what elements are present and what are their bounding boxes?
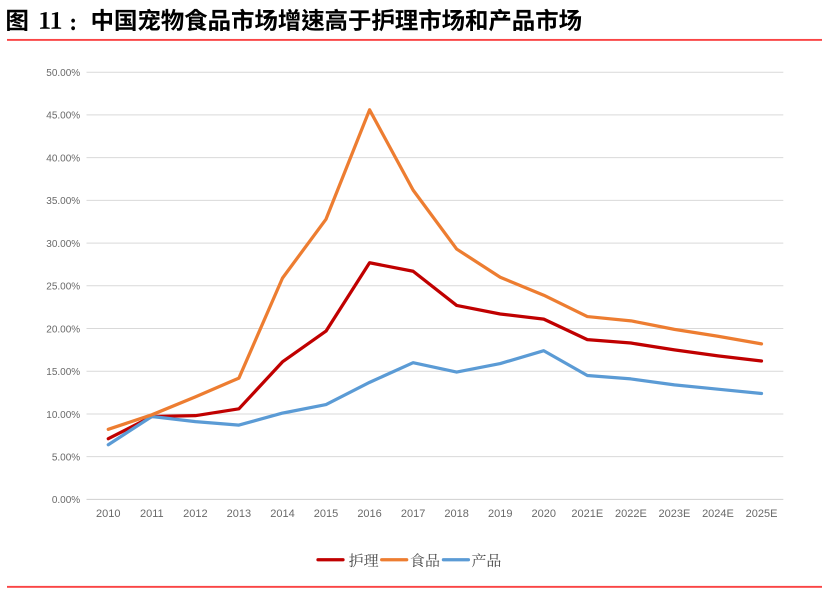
svg-text:40.00%: 40.00% (46, 153, 80, 164)
svg-text:2021E: 2021E (571, 508, 603, 520)
svg-text:2017: 2017 (401, 508, 425, 520)
svg-text:2012: 2012 (183, 508, 207, 520)
svg-text:30.00%: 30.00% (46, 239, 80, 250)
svg-text:2013: 2013 (227, 508, 251, 520)
svg-text:15.00%: 15.00% (46, 367, 80, 378)
svg-text:35.00%: 35.00% (46, 196, 80, 207)
svg-text:2011: 2011 (140, 508, 164, 520)
svg-text:25.00%: 25.00% (46, 282, 80, 293)
svg-text:45.00%: 45.00% (46, 111, 80, 122)
svg-text:2024E: 2024E (702, 508, 734, 520)
svg-text:2010: 2010 (96, 508, 120, 520)
svg-text:2023E: 2023E (659, 508, 691, 520)
svg-text:2018: 2018 (444, 508, 468, 520)
svg-text:2014: 2014 (270, 508, 294, 520)
svg-text:2022E: 2022E (615, 508, 647, 520)
svg-text:50.00%: 50.00% (46, 68, 80, 79)
svg-text:2016: 2016 (357, 508, 381, 520)
svg-text:0.00%: 0.00% (52, 495, 80, 506)
svg-text:10.00%: 10.00% (46, 410, 80, 421)
svg-text:2020: 2020 (532, 508, 556, 520)
svg-text:5.00%: 5.00% (52, 452, 80, 463)
svg-text:2015: 2015 (314, 508, 338, 520)
svg-text:2025E: 2025E (746, 508, 778, 520)
svg-text:2019: 2019 (488, 508, 512, 520)
svg-text:20.00%: 20.00% (46, 324, 80, 335)
